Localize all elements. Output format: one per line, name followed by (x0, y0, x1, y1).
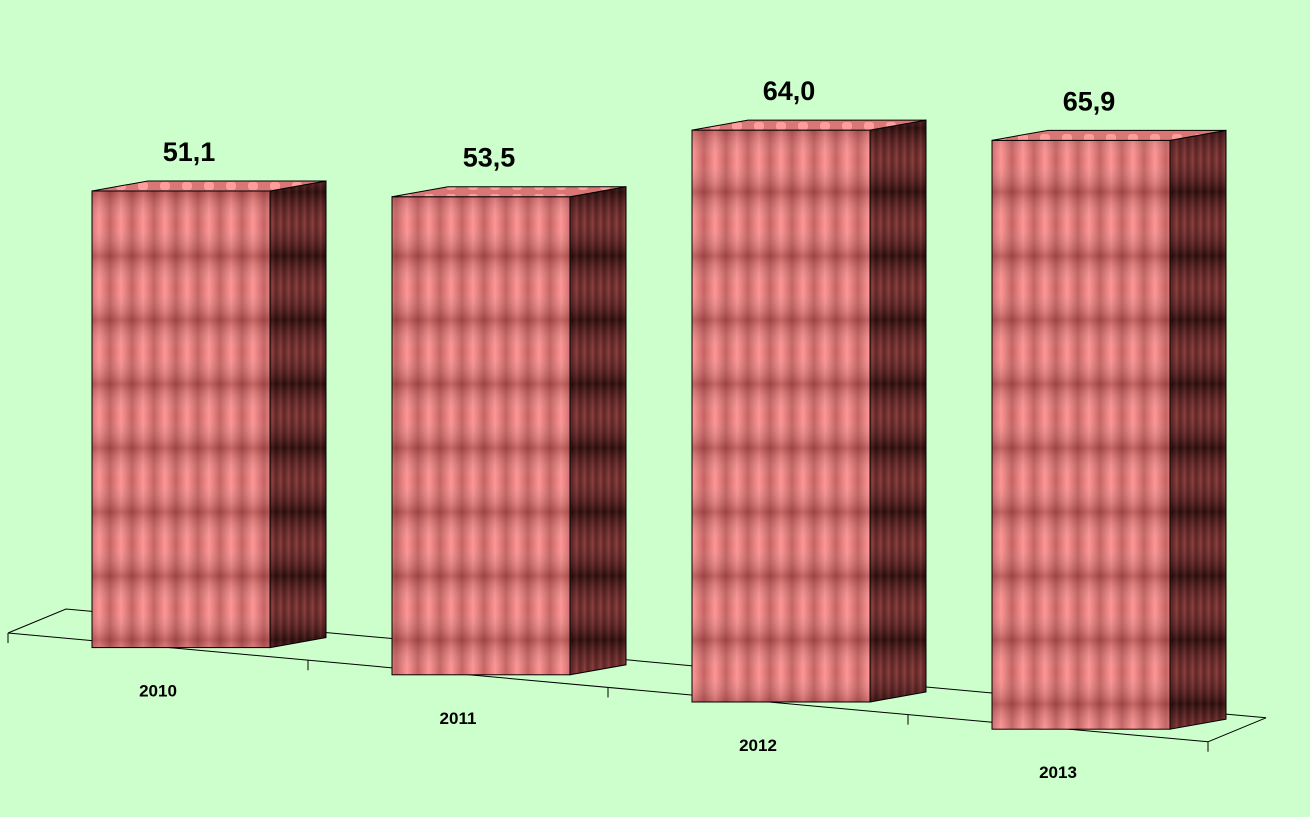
data-label: 53,5 (463, 143, 516, 173)
bar-front-face (991, 139, 1171, 730)
data-label: 64,0 (763, 76, 816, 106)
x-tick-label: 2012 (739, 736, 777, 755)
bar-front-face (691, 129, 871, 703)
bar (991, 129, 1227, 730)
bar-side-face (569, 186, 627, 676)
bar-top-face (991, 129, 1227, 141)
bar-top-face (91, 180, 327, 192)
data-label: 65,9 (1063, 86, 1116, 116)
data-label: 51,1 (163, 137, 216, 167)
data-labels-group: 51,1 53,5 64,0 65,9 (163, 76, 1116, 173)
bar-top-face (691, 119, 927, 131)
bar (91, 180, 327, 649)
bar-front-face (391, 196, 571, 676)
bar-front-face (91, 190, 271, 649)
bar-top-face (391, 186, 627, 198)
x-tick-label: 2011 (440, 709, 477, 728)
bar-side-face (1169, 129, 1227, 730)
x-tick-label: 2010 (139, 682, 177, 701)
bar-side-face (869, 119, 927, 703)
bar (691, 119, 927, 703)
x-tick-label: 2013 (1039, 763, 1077, 782)
bars-group (91, 119, 1227, 730)
bar-side-face (269, 180, 327, 649)
bar (391, 186, 627, 676)
category-labels-group: 2010 2011 2012 2013 (139, 682, 1077, 783)
